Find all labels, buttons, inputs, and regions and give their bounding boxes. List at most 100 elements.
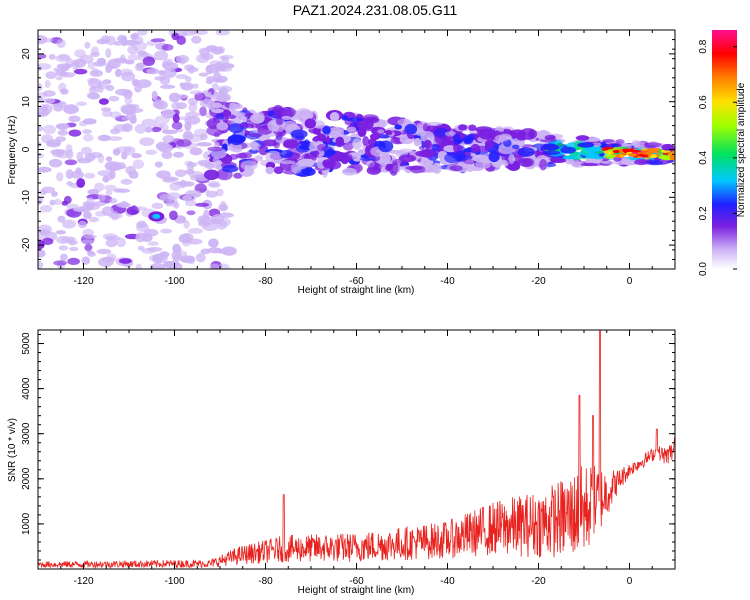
heatmap-cell bbox=[220, 63, 235, 69]
heatmap-cell bbox=[215, 113, 224, 120]
heatmap-cell bbox=[56, 39, 66, 48]
heatmap-cell bbox=[650, 154, 658, 159]
heatmap-cell bbox=[54, 198, 62, 205]
heatmap-x-ticks: -120 -100 -80 -60 -40 -20 0 bbox=[37, 30, 676, 287]
heatmap-cell bbox=[136, 220, 147, 228]
heatmap-cell bbox=[519, 128, 538, 140]
heatmap-cell bbox=[248, 133, 263, 138]
snr-series-line bbox=[38, 330, 675, 569]
heatmap-cell bbox=[154, 161, 163, 168]
heatmap-cell bbox=[188, 228, 203, 234]
heatmap-cell bbox=[211, 83, 219, 91]
heatmap-cell bbox=[193, 128, 208, 137]
heatmap-cell bbox=[221, 164, 239, 173]
heatmap-cell bbox=[142, 56, 155, 67]
heatmap-cell bbox=[216, 188, 224, 197]
heatmap-cell bbox=[73, 68, 88, 75]
colorbar-tick-label: 0.4 bbox=[698, 150, 709, 164]
heatmap-cell bbox=[233, 172, 243, 179]
heatmap-cell bbox=[55, 54, 71, 63]
heatmap-cell bbox=[101, 206, 114, 217]
heatmap-cell bbox=[162, 177, 175, 183]
line-plot-frame bbox=[37, 329, 676, 570]
heatmap-cell bbox=[120, 200, 128, 209]
heatmap-cell bbox=[202, 223, 219, 231]
colorbar-tick-label: 0.2 bbox=[698, 206, 709, 220]
heatmap-cell bbox=[199, 48, 210, 58]
heatmap-y-tick-label: -20 bbox=[21, 237, 32, 252]
heatmap-cell bbox=[275, 131, 283, 141]
heatmap-cell bbox=[160, 228, 173, 234]
heatmap-cell bbox=[162, 68, 177, 78]
heatmap-cell bbox=[155, 141, 170, 151]
heatmap-cell bbox=[478, 128, 497, 140]
heatmap-cell bbox=[628, 148, 635, 152]
heatmap-cell bbox=[216, 121, 229, 131]
heatmap-cell bbox=[38, 111, 49, 116]
heatmap-cell bbox=[368, 162, 382, 173]
heatmap-cell bbox=[206, 76, 215, 83]
heatmap-cell bbox=[179, 255, 195, 263]
heatmap-cell bbox=[97, 86, 104, 93]
heatmap-cell bbox=[83, 234, 97, 239]
heatmap-cell bbox=[39, 205, 53, 213]
heatmap-cell bbox=[124, 59, 135, 65]
heatmap-cell bbox=[151, 202, 164, 209]
heatmap-cell bbox=[646, 160, 664, 166]
heatmap-cell bbox=[601, 139, 615, 143]
heatmap-cell bbox=[399, 148, 414, 154]
heatmap-cell bbox=[151, 126, 162, 133]
heatmap-cell bbox=[265, 150, 282, 163]
heatmap-cell bbox=[116, 34, 128, 43]
heatmap-cell bbox=[96, 248, 112, 255]
heatmap-cell bbox=[161, 44, 174, 51]
heatmap-cell bbox=[80, 146, 92, 155]
line-x-tick-label: -120 bbox=[73, 576, 93, 587]
heatmap-cell bbox=[207, 146, 224, 152]
heatmap-cell bbox=[38, 104, 48, 112]
heatmap-cell bbox=[63, 104, 79, 115]
heatmap-cell bbox=[279, 160, 296, 165]
heatmap-cell bbox=[55, 76, 63, 81]
heatmap-cell bbox=[132, 36, 144, 45]
heatmap-cell bbox=[308, 141, 320, 152]
snr-line-plot: -120 -100 -80 -60 -40 -20 0 1000 2000 3000 4000 50… bbox=[7, 329, 676, 596]
heatmap-cell bbox=[134, 123, 147, 134]
heatmap-cell bbox=[279, 149, 294, 159]
heatmap-cell bbox=[208, 238, 219, 248]
line-y-tick-label: 3000 bbox=[21, 422, 32, 445]
heatmap-cell bbox=[173, 247, 183, 252]
heatmap-cell bbox=[171, 101, 181, 111]
heatmap-cell bbox=[102, 79, 112, 85]
line-x-tick-label: 0 bbox=[627, 576, 633, 587]
heatmap-cell bbox=[358, 126, 377, 132]
heatmap-cell bbox=[218, 203, 229, 212]
heatmap-cell bbox=[96, 57, 107, 65]
heatmap-cell bbox=[210, 218, 222, 225]
heatmap-cell bbox=[154, 76, 167, 81]
heatmap-cell bbox=[104, 235, 121, 241]
heatmap-cell bbox=[265, 166, 275, 175]
heatmap-cell bbox=[66, 181, 73, 186]
heatmap-cell bbox=[172, 151, 184, 158]
heatmap-cell bbox=[197, 159, 212, 166]
heatmap-cell bbox=[272, 124, 285, 133]
heatmap-cell bbox=[432, 162, 442, 174]
heatmap-cell bbox=[207, 181, 220, 187]
heatmap-cell bbox=[141, 247, 156, 254]
line-x-tick-label: -40 bbox=[440, 576, 455, 587]
heatmap-cell bbox=[73, 207, 88, 212]
heatmap-y-ticks: -20 -10 0 10 20 bbox=[21, 29, 675, 270]
heatmap-cell bbox=[87, 61, 96, 70]
heatmap-cell bbox=[312, 150, 320, 156]
heatmap-cell bbox=[216, 46, 226, 54]
heatmap-cell bbox=[161, 129, 178, 135]
heatmap-cell bbox=[658, 155, 672, 160]
heatmap-cell bbox=[38, 196, 44, 205]
heatmap-cell bbox=[104, 184, 117, 191]
heatmap-cell bbox=[640, 149, 650, 152]
heatmap-cell bbox=[297, 158, 315, 167]
heatmap-cell bbox=[130, 205, 138, 214]
heatmap-cell bbox=[176, 139, 192, 147]
heatmap-cell bbox=[151, 90, 158, 101]
